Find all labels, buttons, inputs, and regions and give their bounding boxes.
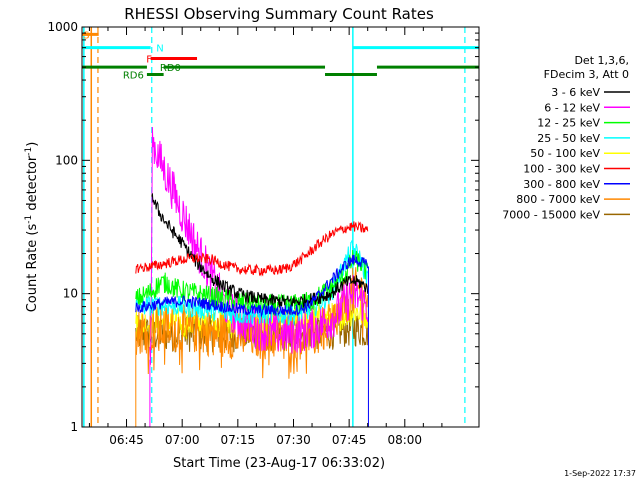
y-tick-label-0: 1 [70, 420, 78, 434]
legend-label-5: 100 - 300 keV [523, 163, 600, 176]
y-label-sup-1: -1 [24, 215, 34, 224]
flag-label-0: S [83, 30, 89, 41]
y-axis-label: Count Rate (s-1 detector-1) [24, 142, 40, 313]
series-line-0 [151, 193, 369, 309]
legend-label-2: 12 - 25 keV [537, 117, 600, 130]
x-tick-label-2: 07:15 [221, 433, 256, 447]
flag-label-1: N [156, 44, 163, 55]
y-tick-label-2: 100 [55, 153, 78, 167]
y-label-part-2: detector [25, 155, 40, 215]
legend-label-7: 800 - 7000 keV [516, 193, 600, 206]
legend-label-8: 7000 - 15000 keV [502, 208, 600, 221]
series-layer [135, 126, 369, 427]
x-tick-label-3: 07:30 [276, 433, 311, 447]
series-line-1 [149, 126, 369, 365]
marker-lines [83, 27, 466, 427]
timestamp: 1-Sep-2022 17:37 [564, 469, 636, 478]
x-axis: 06:45 07:00 07:15 07:30 07:45 08:00 [88, 27, 480, 447]
flag-bars: S NF RD0 RD6 [82, 30, 479, 82]
x-tick-label-1: 07:00 [165, 433, 200, 447]
x-tick-label-5: 08:00 [387, 433, 422, 447]
legend-label-6: 300 - 800 keV [523, 178, 600, 191]
y-label-part-1: Count Rate (s [25, 224, 40, 313]
y-tick-label-1: 10 [63, 287, 78, 301]
series-line-3 [135, 240, 369, 326]
plot-frame [81, 26, 480, 428]
legend-label-3: 25 - 50 keV [537, 132, 600, 145]
flag-label-4: RD6 [123, 71, 144, 82]
legend-label-1: 6 - 12 keV [544, 101, 600, 114]
legend-header-2: FDecim 3, Att 0 [544, 68, 629, 81]
chart-title: RHESSI Observing Summary Count Rates [124, 5, 434, 23]
legend-label-4: 50 - 100 keV [530, 147, 600, 160]
y-tick-label-3: 1000 [47, 20, 78, 34]
legend-label-0: 3 - 6 keV [551, 86, 600, 99]
x-tick-label-0: 06:45 [109, 433, 144, 447]
series-line-5 [135, 220, 369, 277]
x-tick-label-4: 07:45 [332, 433, 367, 447]
x-axis-label: Start Time (23-Aug-17 06:33:02) [173, 456, 385, 471]
series-line-6 [135, 254, 369, 318]
flag-label-3: RD0 [160, 63, 181, 74]
flag-label-2: F [146, 55, 152, 66]
y-axis: 1 10 100 1000 [47, 20, 479, 434]
legend: 3 - 6 keV 6 - 12 keV 12 - 25 keV 25 - 50 ke… [502, 86, 630, 221]
y-label-part-3: ) [25, 142, 40, 147]
y-label-sup-2: -1 [24, 147, 34, 156]
legend-header-1: Det 1,3,6, [574, 54, 629, 67]
